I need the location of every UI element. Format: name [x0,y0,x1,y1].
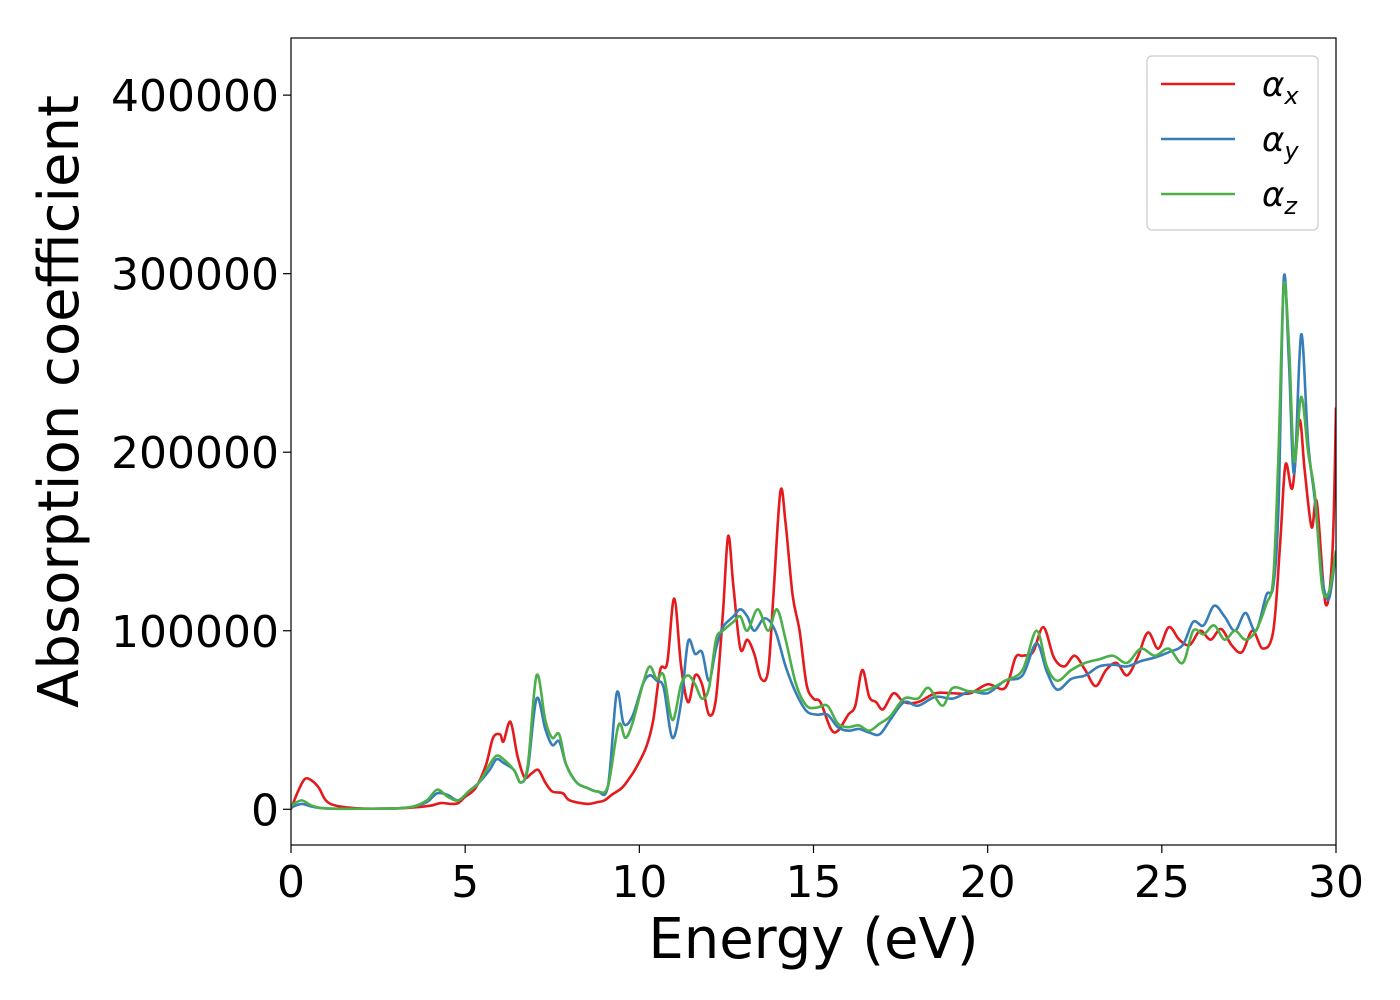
y-tick-label: 400000 [111,71,279,122]
y-axis-label: Absorption coefficient [27,95,92,708]
series-line-z [291,281,1336,811]
x-tick-label: 25 [1134,857,1190,908]
x-axis: 0 5 10 15 20 25 30 [277,845,1364,908]
x-tick-label: 15 [786,857,842,908]
x-tick-label: 0 [277,857,305,908]
legend-label-z: αz [1262,175,1298,220]
x-tick-label: 30 [1308,857,1364,908]
x-tick-label: 10 [611,857,667,908]
y-tick-label: 300000 [111,250,279,301]
y-tick-label: 200000 [111,428,279,479]
legend-box [1146,55,1319,231]
y-tick-label: 0 [251,785,279,836]
x-axis-label: Energy (eV) [648,907,978,972]
y-tick-label: 100000 [111,607,279,658]
legend: αx αy αz [1146,55,1319,231]
y-axis: 0 100000 200000 300000 400000 [111,71,291,836]
series-layer [291,273,1336,811]
x-tick-label: 20 [960,857,1016,908]
x-tick-label: 5 [451,857,479,908]
legend-label-x: αx [1262,65,1299,110]
legend-label-y: αy [1262,120,1299,165]
